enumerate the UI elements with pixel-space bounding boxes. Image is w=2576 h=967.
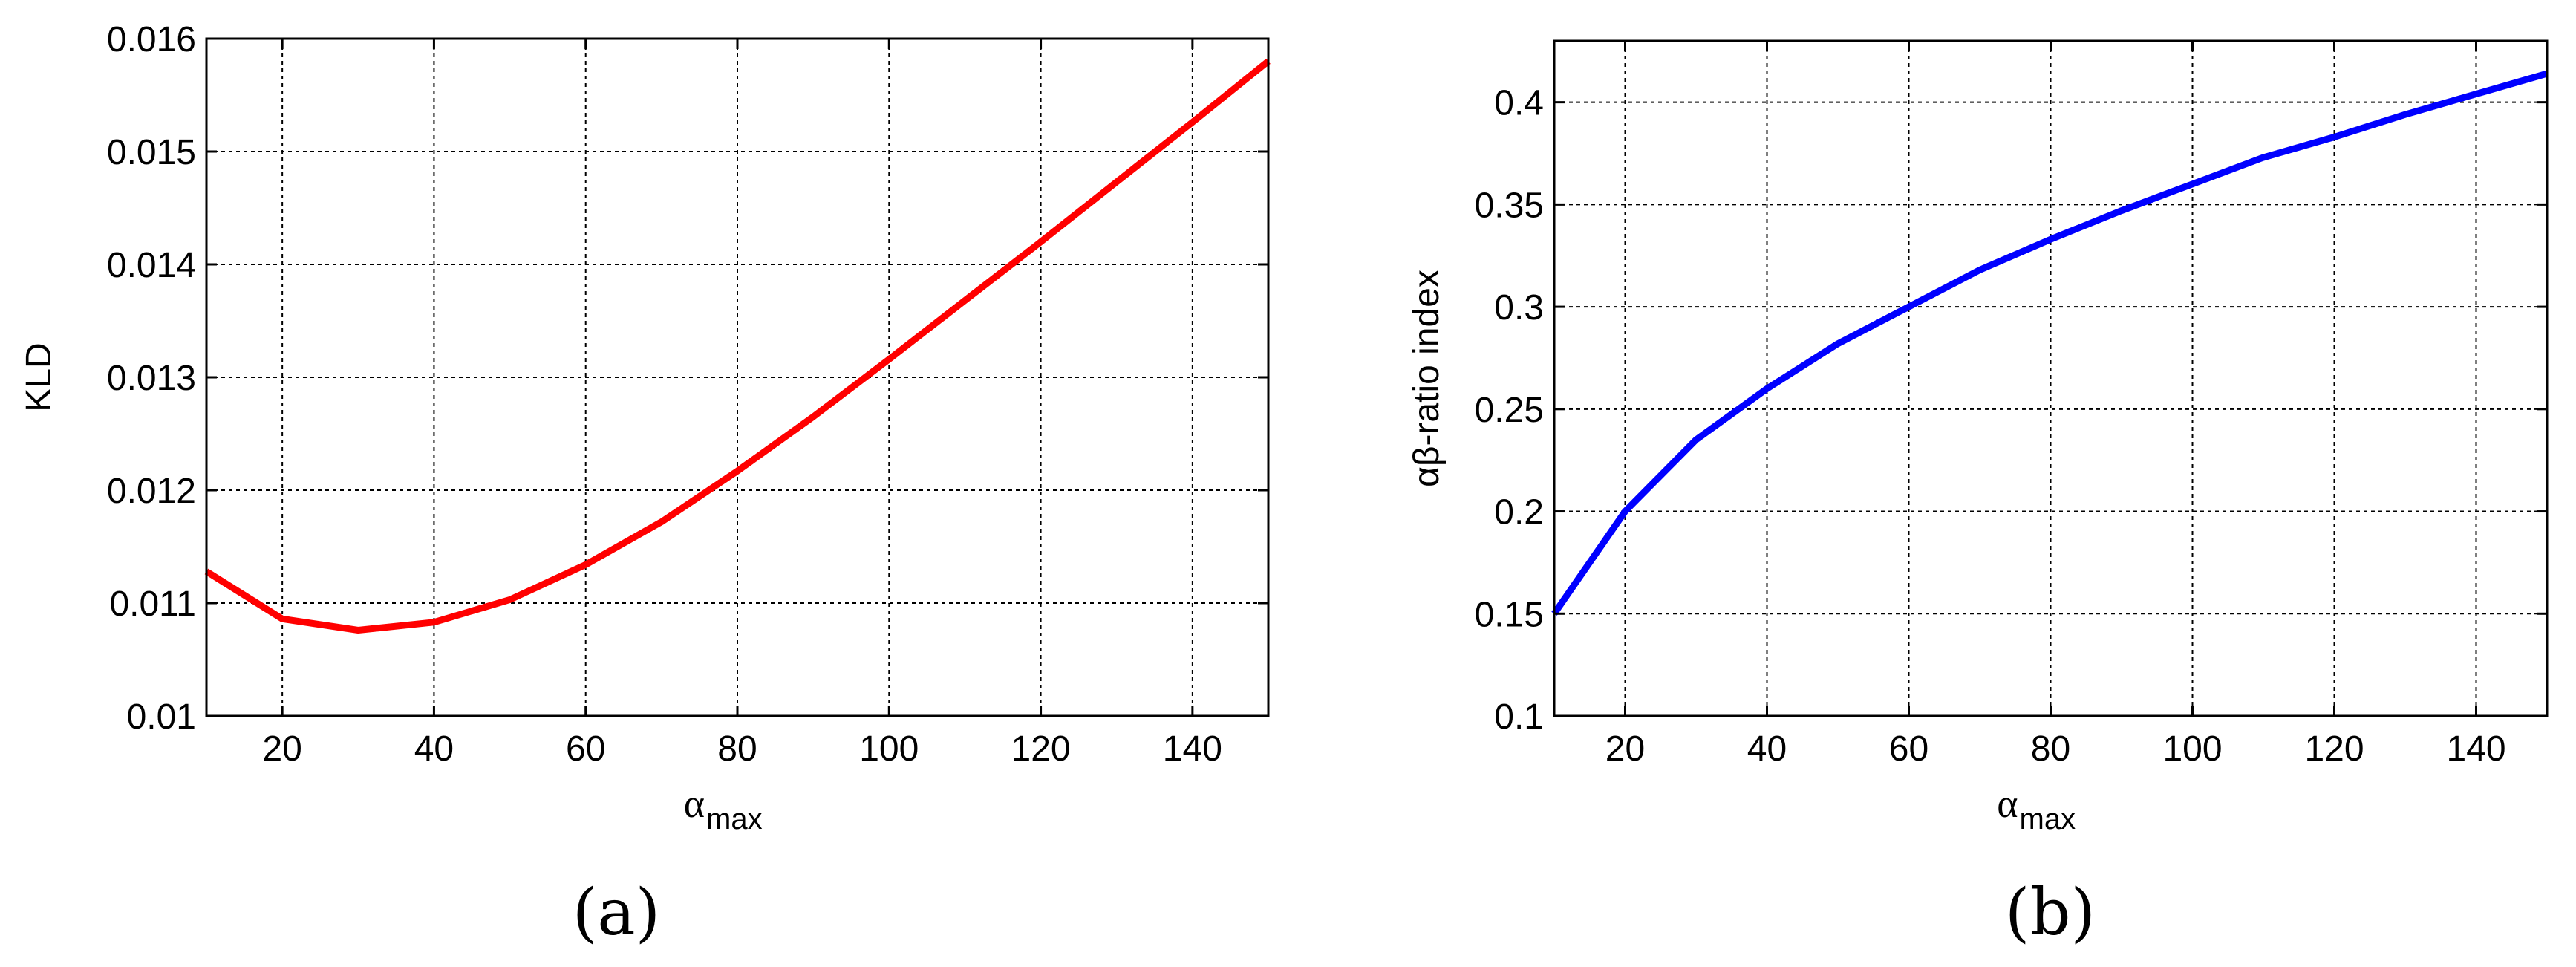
y-axis-label: αβ-ratio index — [1407, 270, 1447, 487]
y-tick-label: 0.4 — [1494, 84, 1544, 123]
x-axis-label-subscript: max — [706, 803, 763, 836]
y-tick-label: 0.014 — [107, 246, 196, 285]
y-tick-label: 0.15 — [1475, 595, 1544, 634]
x-tick-label: 140 — [2446, 729, 2505, 769]
x-tick-label: 20 — [1605, 729, 1645, 769]
y-tick-label: 0.015 — [107, 133, 196, 172]
x-tick-label: 20 — [262, 729, 301, 769]
x-tick-label: 40 — [1747, 729, 1787, 769]
y-tick-label: 0.012 — [107, 472, 196, 511]
y-tick-label: 0.3 — [1494, 288, 1544, 328]
x-tick-label: 120 — [2304, 729, 2364, 769]
y-tick-label: 0.013 — [107, 359, 196, 398]
x-axis-label: α — [684, 781, 705, 826]
y-tick-label: 0.016 — [107, 20, 196, 59]
y-tick-label: 0.2 — [1494, 493, 1544, 533]
chart-caption: (a) — [573, 876, 660, 950]
x-tick-label: 80 — [717, 729, 757, 769]
x-tick-label: 60 — [566, 729, 605, 769]
chart-caption: (b) — [2005, 876, 2096, 950]
y-tick-label: 0.01 — [127, 697, 196, 737]
y-tick-label: 0.1 — [1494, 697, 1544, 737]
x-tick-label: 140 — [1163, 729, 1222, 769]
chart-b: 20 40 60 80 100 120 140 0.1 0.15 0.2 0.25 0.3 0.35 0.… — [1407, 39, 2549, 950]
y-tick-label: 0.35 — [1475, 186, 1544, 225]
y-tick-label: 0.011 — [109, 585, 196, 624]
x-tick-label: 80 — [2031, 729, 2070, 769]
x-tick-label: 40 — [414, 729, 454, 769]
x-tick-label: 100 — [2162, 729, 2222, 769]
x-tick-label: 60 — [1889, 729, 1928, 769]
x-axis-label-subscript: max — [2020, 803, 2076, 836]
y-axis-label: KLD — [19, 342, 59, 411]
x-tick-label: 120 — [1011, 729, 1071, 769]
x-axis-label: α — [1997, 781, 2018, 826]
y-tick-label: 0.25 — [1475, 391, 1544, 430]
chart-a: 20 40 60 80 100 120 140 0.01 0.011 0.012 0.013 0.01… — [19, 20, 1271, 950]
x-tick-label: 100 — [859, 729, 919, 769]
